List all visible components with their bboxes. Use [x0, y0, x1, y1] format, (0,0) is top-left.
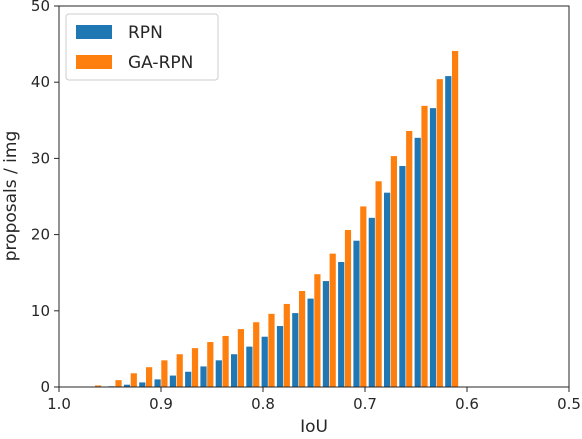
legend: RPN GA-RPN [65, 13, 219, 81]
x-tick-label: 1.0 [47, 395, 71, 413]
bar-ga-rpn-11 [268, 313, 275, 387]
bar-rpn-21 [414, 137, 421, 387]
bar-rpn-12 [276, 326, 284, 387]
bars-group [95, 50, 459, 388]
legend-label-ga-rpn: GA-RPN [128, 53, 193, 73]
bar-ga-rpn-20 [406, 130, 413, 387]
bar-ga-rpn-18 [375, 181, 382, 387]
bar-rpn-11 [261, 336, 268, 387]
bar-rpn-10 [246, 346, 253, 387]
y-tick-label: 30 [31, 149, 50, 167]
x-axis-title: IoU [300, 417, 328, 437]
bar-rpn-22 [429, 108, 437, 388]
bar-rpn-9 [231, 354, 238, 387]
bar-rpn-17 [353, 240, 360, 387]
bar-ga-rpn-1 [115, 380, 122, 387]
x-tick-label: 0.5 [557, 395, 581, 413]
bar-ga-rpn-6 [191, 348, 199, 387]
bar-rpn-19 [384, 192, 391, 387]
bar-rpn-6 [185, 371, 192, 387]
bar-ga-rpn-4 [161, 360, 168, 387]
x-tick-label: 0.6 [455, 395, 479, 413]
bar-ga-rpn-0 [95, 385, 102, 387]
bar-ga-rpn-2 [130, 373, 137, 387]
bar-rpn-15 [322, 281, 329, 387]
y-tick-label: 10 [31, 302, 50, 320]
bar-ga-rpn-17 [360, 206, 367, 387]
y-tick-label: 50 [31, 0, 50, 15]
bar-ga-rpn-16 [344, 230, 352, 387]
bar-rpn-20 [399, 166, 406, 387]
x-tick-label: 0.8 [251, 395, 275, 413]
y-tick-label: 20 [31, 226, 50, 244]
legend-label-rpn: RPN [128, 23, 163, 43]
bar-rpn-3 [139, 382, 146, 387]
legend-swatch-rpn [76, 25, 112, 39]
x-tick-label: 0.7 [353, 395, 377, 413]
y-tick-label: 0 [40, 378, 50, 396]
plot-frame [58, 5, 570, 388]
bar-ga-rpn-15 [329, 253, 336, 387]
bar-ga-rpn-22 [436, 79, 443, 388]
bar-rpn-4 [154, 379, 161, 387]
bar-rpn-23 [445, 76, 452, 387]
y-axis-title: proposals / img [1, 131, 21, 261]
y-axis: 0 10 20 30 40 50 [31, 0, 59, 396]
bar-ga-rpn-21 [421, 105, 428, 387]
bar-ga-rpn-5 [176, 354, 183, 387]
x-tick-label: 0.9 [149, 395, 173, 413]
bar-rpn-16 [338, 262, 345, 387]
bar-rpn-8 [215, 360, 222, 387]
bar-ga-rpn-8 [222, 335, 229, 387]
bar-rpn-7 [200, 366, 207, 387]
bar-rpn-13 [292, 313, 299, 387]
bar-ga-rpn-9 [237, 329, 244, 387]
x-axis: 1.0 0.9 0.8 0.7 0.6 0.5 [47, 387, 581, 413]
y-tick-label: 40 [31, 73, 50, 91]
bar-rpn-2 [123, 384, 131, 387]
bar-rpn-5 [169, 375, 176, 387]
bar-ga-rpn-3 [146, 367, 153, 387]
bar-ga-rpn-7 [207, 342, 214, 387]
bar-ga-rpn-19 [390, 156, 397, 387]
bar-rpn-18 [368, 217, 375, 387]
bar-ga-rpn-12 [283, 303, 290, 387]
bar-ga-rpn-13 [299, 290, 306, 387]
bar-ga-rpn-10 [253, 322, 260, 387]
bar-ga-rpn-14 [314, 274, 321, 387]
bar-ga-rpn-23 [452, 50, 459, 388]
legend-swatch-ga-rpn [76, 55, 112, 69]
bar-rpn-14 [307, 298, 314, 387]
